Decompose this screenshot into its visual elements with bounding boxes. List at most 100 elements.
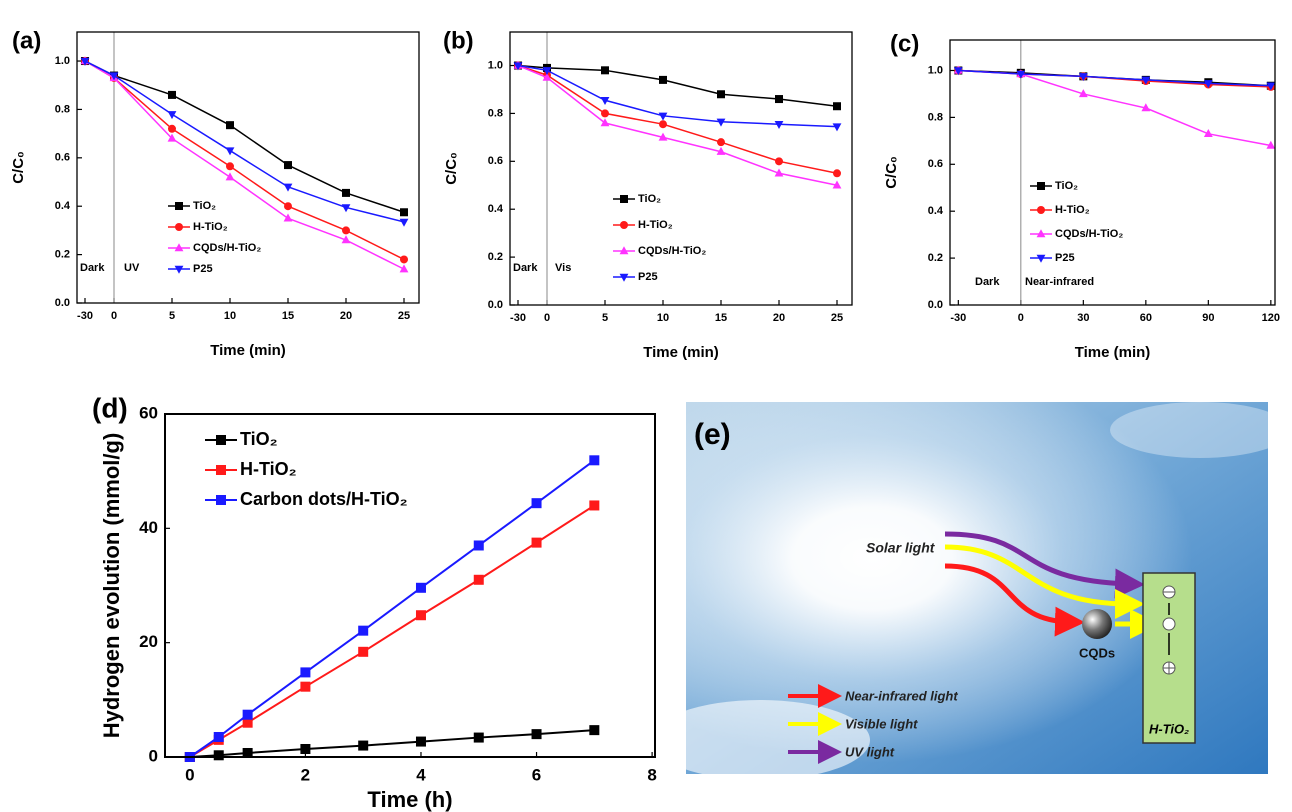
legend-text: TiO₂	[193, 200, 216, 212]
marker	[600, 97, 610, 106]
x-tick-label: 0	[544, 312, 550, 324]
legend-text: Visible light	[845, 716, 918, 731]
legend-text: H-TiO₂	[638, 219, 673, 231]
legend-marker	[1036, 229, 1046, 238]
annotation: Vis	[555, 262, 571, 274]
x-axis-label: Time (min)	[643, 344, 719, 361]
legend-marker	[174, 265, 184, 274]
x-tick-label: 15	[715, 312, 727, 324]
legend-marker	[216, 465, 226, 475]
x-axis-label: Time (min)	[210, 342, 286, 359]
marker	[953, 67, 963, 76]
legend-text: H-TiO₂	[240, 459, 297, 479]
x-tick-label: 90	[1202, 312, 1214, 324]
marker	[659, 75, 667, 84]
marker	[1266, 140, 1276, 149]
marker	[774, 120, 784, 129]
marker	[600, 118, 610, 127]
marker	[342, 226, 350, 235]
legend-text: CQDs/H-TiO₂	[1055, 228, 1123, 240]
y-tick-label: 20	[139, 632, 158, 651]
marker	[283, 213, 293, 222]
h-tio2-block	[1142, 572, 1196, 744]
marker	[300, 743, 311, 754]
series-line	[517, 64, 838, 175]
y-axis-label: C/C₀	[443, 152, 460, 185]
marker	[716, 118, 726, 127]
series-line	[84, 60, 405, 213]
marker	[341, 204, 351, 213]
marker	[473, 540, 484, 551]
series-line	[958, 69, 1271, 147]
marker	[531, 729, 542, 740]
y-tick-label: 1.0	[488, 59, 503, 71]
x-tick-label: 5	[169, 310, 175, 322]
marker	[775, 95, 783, 104]
panel-label: (c)	[890, 30, 919, 57]
y-tick-label: 0.0	[55, 297, 70, 309]
y-tick-label: 0.4	[928, 205, 944, 217]
legend-marker	[1037, 206, 1045, 214]
cqd-sphere	[1082, 609, 1112, 639]
marker	[167, 133, 177, 142]
marker	[717, 138, 725, 147]
x-tick-label: -30	[510, 312, 526, 324]
marker	[1078, 89, 1088, 98]
marker	[400, 255, 408, 264]
y-tick-label: 0.2	[55, 249, 70, 261]
marker	[213, 731, 224, 742]
x-axis-label: Time (h)	[367, 787, 452, 812]
series-line	[517, 64, 838, 107]
y-axis-label: C/C₀	[10, 151, 27, 184]
panel-label: (a)	[12, 27, 41, 54]
y-tick-label: 0.0	[488, 299, 503, 311]
marker	[358, 646, 369, 657]
marker	[168, 124, 176, 133]
y-tick-label: 40	[139, 518, 158, 537]
x-tick-label: -30	[77, 310, 93, 322]
marker	[531, 498, 542, 509]
y-axis-label: C/C₀	[883, 156, 900, 189]
marker	[1203, 80, 1213, 89]
diagram-panel: (e) CQDs Solar light H-TiO₂ Near-infrare…	[650, 402, 1290, 780]
legend-text: P25	[638, 271, 658, 283]
x-tick-label: 6	[532, 765, 541, 784]
legend-text: TiO₂	[1055, 180, 1078, 192]
x-tick-label: 25	[831, 312, 843, 324]
marker	[1203, 129, 1213, 138]
marker	[226, 121, 234, 130]
annotation: Dark	[975, 276, 1000, 288]
marker	[225, 172, 235, 181]
marker	[225, 147, 235, 156]
marker	[473, 732, 484, 743]
y-tick-label: 0.4	[488, 203, 504, 215]
plot-frame	[164, 413, 656, 758]
marker	[300, 681, 311, 692]
panel-label: (e)	[694, 418, 731, 451]
legend-text: CQDs/H-TiO₂	[193, 242, 261, 254]
y-tick-label: 1.0	[928, 64, 943, 76]
x-tick-label: 0	[185, 765, 194, 784]
plot-frame	[76, 31, 420, 304]
y-tick-label: 0.6	[55, 152, 70, 164]
legend-text: TiO₂	[240, 429, 278, 449]
x-tick-label: 0	[111, 310, 117, 322]
annotation: UV	[124, 262, 140, 274]
x-tick-label: 10	[224, 310, 236, 322]
marker	[658, 112, 668, 121]
legend-marker	[620, 195, 628, 203]
x-tick-label: 15	[282, 310, 294, 322]
marker	[399, 218, 409, 227]
cqds-label: CQDs	[1079, 645, 1115, 660]
panel-label: (d)	[92, 392, 128, 423]
marker	[589, 725, 600, 736]
marker	[342, 188, 350, 197]
y-tick-label: 1.0	[55, 55, 70, 67]
y-axis-label: Hydrogen evolution (mmol/g)	[99, 433, 124, 739]
legend-text: H-TiO₂	[193, 221, 228, 233]
marker	[213, 750, 224, 761]
x-tick-label: 4	[416, 765, 426, 784]
marker	[167, 111, 177, 120]
marker	[658, 132, 668, 141]
marker	[473, 574, 484, 585]
